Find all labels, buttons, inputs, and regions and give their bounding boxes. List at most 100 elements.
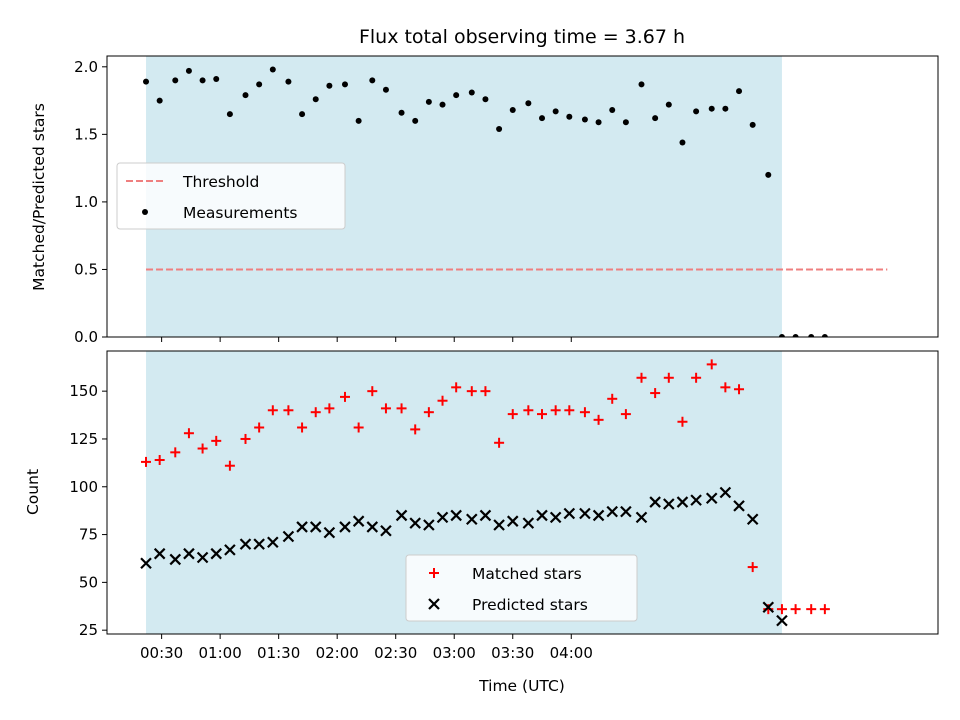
- measurement-point: [299, 111, 306, 118]
- bottom-legend: Matched stars Predicted stars: [405, 554, 638, 622]
- measurement-point: [539, 115, 546, 122]
- matched-stars-point: [410, 424, 421, 435]
- matched-stars-point: [537, 409, 548, 420]
- matched-stars-point: [620, 409, 631, 420]
- predicted-stars-point: [267, 536, 279, 548]
- bottom-y-tick-label: 100: [69, 478, 98, 496]
- measurement-point: [326, 82, 333, 89]
- matched-stars-point: [607, 393, 618, 404]
- predicted-stars-point: [506, 515, 519, 527]
- measurement-point: [595, 119, 602, 126]
- predicted-stars-point: [536, 509, 548, 522]
- measurement-point: [765, 171, 772, 178]
- measurement-point: [778, 334, 785, 337]
- matched-stars-point: [636, 372, 647, 383]
- measurement-point: [369, 77, 376, 84]
- predicted-stars-point: [153, 547, 166, 560]
- matched-stars-point: [593, 414, 604, 425]
- measurement-point: [453, 92, 460, 99]
- top-plot: 0.0 0.5 1.0 1.5 2.0 Threshold Measurements: [74, 55, 939, 346]
- bottom-y-tick-label: 25: [79, 621, 98, 639]
- matched-stars-point: [494, 437, 505, 448]
- top-y-tick-label: 1.5: [74, 125, 98, 143]
- matched-stars-point: [170, 447, 181, 458]
- x-tick-label: 04:00: [550, 644, 593, 662]
- measurement-point: [652, 115, 659, 122]
- matched-stars-point: [380, 403, 391, 414]
- top-plot-area: [143, 66, 888, 337]
- predicted-stars-point: [690, 494, 702, 506]
- predicted-stars-point: [479, 509, 492, 522]
- predicted-stars-point: [592, 509, 605, 522]
- x-tick-label: 01:30: [257, 644, 300, 662]
- matched-stars-point: [154, 454, 165, 465]
- matched-stars-point: [197, 443, 208, 454]
- predicted-stars-point: [746, 513, 759, 526]
- measurement-point: [256, 81, 263, 88]
- matched-stars-point: [240, 433, 251, 444]
- predicted-stars-point: [339, 521, 351, 533]
- measurement-point: [439, 101, 446, 108]
- matched-stars-point: [211, 435, 222, 446]
- measurement-point: [581, 116, 588, 123]
- measurement-point: [638, 81, 645, 88]
- measurement-point: [341, 81, 348, 88]
- matched-stars-point: [579, 407, 590, 418]
- bottom-y-tick-label: 125: [69, 430, 98, 448]
- measurement-point: [693, 108, 700, 115]
- measurement-point: [509, 107, 516, 114]
- matched-stars-point: [706, 359, 717, 370]
- measurement-point: [156, 97, 163, 104]
- measurement-point: [185, 67, 192, 74]
- x-tick-label: 00:30: [140, 644, 183, 662]
- chart-title: Flux total observing time = 3.67 h: [359, 26, 685, 48]
- legend-label: Matched stars: [472, 565, 582, 583]
- predicted-stars-point: [253, 538, 265, 550]
- x-axis-label: Time (UTC): [478, 677, 565, 695]
- measurement-point: [226, 111, 233, 118]
- predicted-stars-point: [522, 517, 535, 529]
- matched-stars-point: [480, 386, 491, 397]
- measurement-point: [425, 98, 432, 105]
- matched-stars-point: [437, 395, 448, 406]
- matched-stars-point: [819, 604, 830, 615]
- predicted-stars-point: [352, 515, 365, 527]
- top-legend-box: [116, 162, 346, 230]
- measurement-point: [482, 96, 489, 103]
- legend-label: Measurements: [183, 204, 298, 222]
- predicted-stars-point: [450, 509, 462, 522]
- predicted-stars-point: [466, 513, 478, 526]
- matched-stars-point: [451, 382, 462, 393]
- matched-stars-point: [747, 562, 758, 573]
- measurement-point: [398, 109, 405, 116]
- matched-stars-point: [183, 428, 194, 439]
- predicted-stars-point: [606, 505, 619, 518]
- predicted-stars-point: [282, 530, 295, 543]
- measurement-point: [242, 92, 249, 99]
- matched-stars-point: [776, 604, 787, 615]
- predicted-stars-point: [436, 511, 449, 524]
- matched-stars-point: [720, 382, 731, 393]
- top-y-tick-label: 0.5: [74, 260, 98, 278]
- matched-stars-point: [339, 391, 350, 402]
- predicted-stars-point: [169, 553, 182, 566]
- matched-stars-point: [650, 388, 661, 399]
- matched-stars-point: [310, 407, 321, 418]
- predicted-stars-point: [620, 505, 632, 518]
- predicted-stars-point: [676, 496, 689, 508]
- matched-stars-point: [297, 422, 308, 433]
- top-frame: [106, 55, 939, 338]
- matched-stars-point: [324, 403, 335, 414]
- measurement-point: [412, 117, 419, 124]
- measurement-point: [566, 113, 573, 120]
- predicted-stars-point: [663, 498, 675, 510]
- matched-stars-point: [367, 386, 378, 397]
- measurement-point: [679, 139, 686, 146]
- bottom-y-tick-label: 150: [69, 382, 98, 400]
- predicted-stars-point: [719, 486, 732, 499]
- matched-stars-point: [224, 460, 235, 471]
- predicted-stars-point: [224, 544, 236, 556]
- measurement-point: [821, 334, 828, 337]
- predicted-stars-point: [549, 511, 562, 524]
